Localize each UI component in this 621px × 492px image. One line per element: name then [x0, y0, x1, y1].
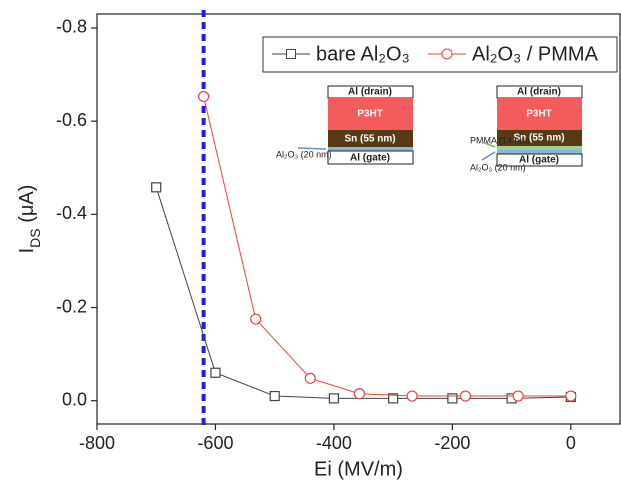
legend-marker — [286, 49, 296, 59]
arrow — [481, 151, 496, 161]
inset-label: Al (gate) — [350, 153, 390, 164]
point — [304, 372, 316, 384]
y-label-part: I — [16, 248, 38, 254]
layer — [328, 98, 413, 130]
layer — [497, 150, 582, 154]
y-label-part: (μA) — [16, 185, 38, 229]
y-tick-label: -0.8 — [56, 17, 87, 37]
layer — [327, 150, 414, 165]
inset-label: Sn (55 nm) — [513, 133, 564, 144]
point — [512, 390, 524, 402]
legend-label: bare Al₂O₃ — [316, 43, 410, 65]
layer — [496, 153, 583, 167]
x-tick-label: -200 — [434, 433, 470, 453]
point — [459, 390, 472, 402]
layer — [328, 130, 413, 147]
x-tick-label: -600 — [197, 433, 233, 453]
point — [198, 90, 210, 103]
point — [210, 367, 221, 378]
layer — [497, 146, 582, 150]
inset-label: Al (gate) — [519, 155, 559, 166]
inset-label: Al₂O₃ (20 nm) — [470, 162, 526, 172]
series-line — [155, 187, 571, 399]
legend-label: Al₂O₃ / PMMA — [472, 43, 599, 65]
y-label-part: DS — [27, 228, 43, 247]
point — [151, 182, 162, 193]
point — [447, 393, 458, 404]
x-axis-label: Ei (MV/m) — [314, 458, 403, 480]
point — [269, 390, 280, 402]
series-line — [203, 96, 571, 397]
y-tick-label: -0.6 — [56, 110, 87, 130]
inset-label: Al (drain) — [348, 87, 392, 98]
inset-label: P3HT — [357, 109, 383, 120]
y-tick-label: -0.4 — [56, 203, 87, 223]
layer — [497, 130, 582, 146]
inset-label: Al₂O₃ (20 nm) — [276, 149, 332, 159]
point — [353, 388, 365, 400]
y-tick-label: -0.2 — [56, 296, 87, 316]
point — [406, 390, 418, 402]
point — [250, 313, 262, 325]
inset-label: PMMA (14 nm) — [470, 135, 530, 145]
layer — [497, 98, 582, 130]
inset: Al (drain) P3HT Sn (55 nm) Al (gate) Al₂… — [276, 85, 583, 172]
point — [388, 393, 399, 404]
y-tick-label: 0.0 — [62, 389, 87, 409]
layer — [328, 147, 413, 151]
inset-label: Sn (55 nm) — [344, 134, 395, 145]
x-tick-label: -400 — [316, 433, 352, 453]
x-tick-label: -800 — [79, 433, 115, 453]
inset-label: Al (drain) — [517, 87, 561, 98]
y-axis-label: IDS (μA) — [16, 185, 42, 254]
inset-label: P3HT — [526, 109, 552, 120]
x-tick-label: 0 — [566, 433, 576, 453]
legend-marker — [441, 48, 453, 60]
plot-frame — [96, 13, 621, 425]
arrow — [297, 147, 327, 150]
point — [565, 390, 577, 402]
point — [328, 393, 340, 404]
arrow — [481, 141, 496, 148]
